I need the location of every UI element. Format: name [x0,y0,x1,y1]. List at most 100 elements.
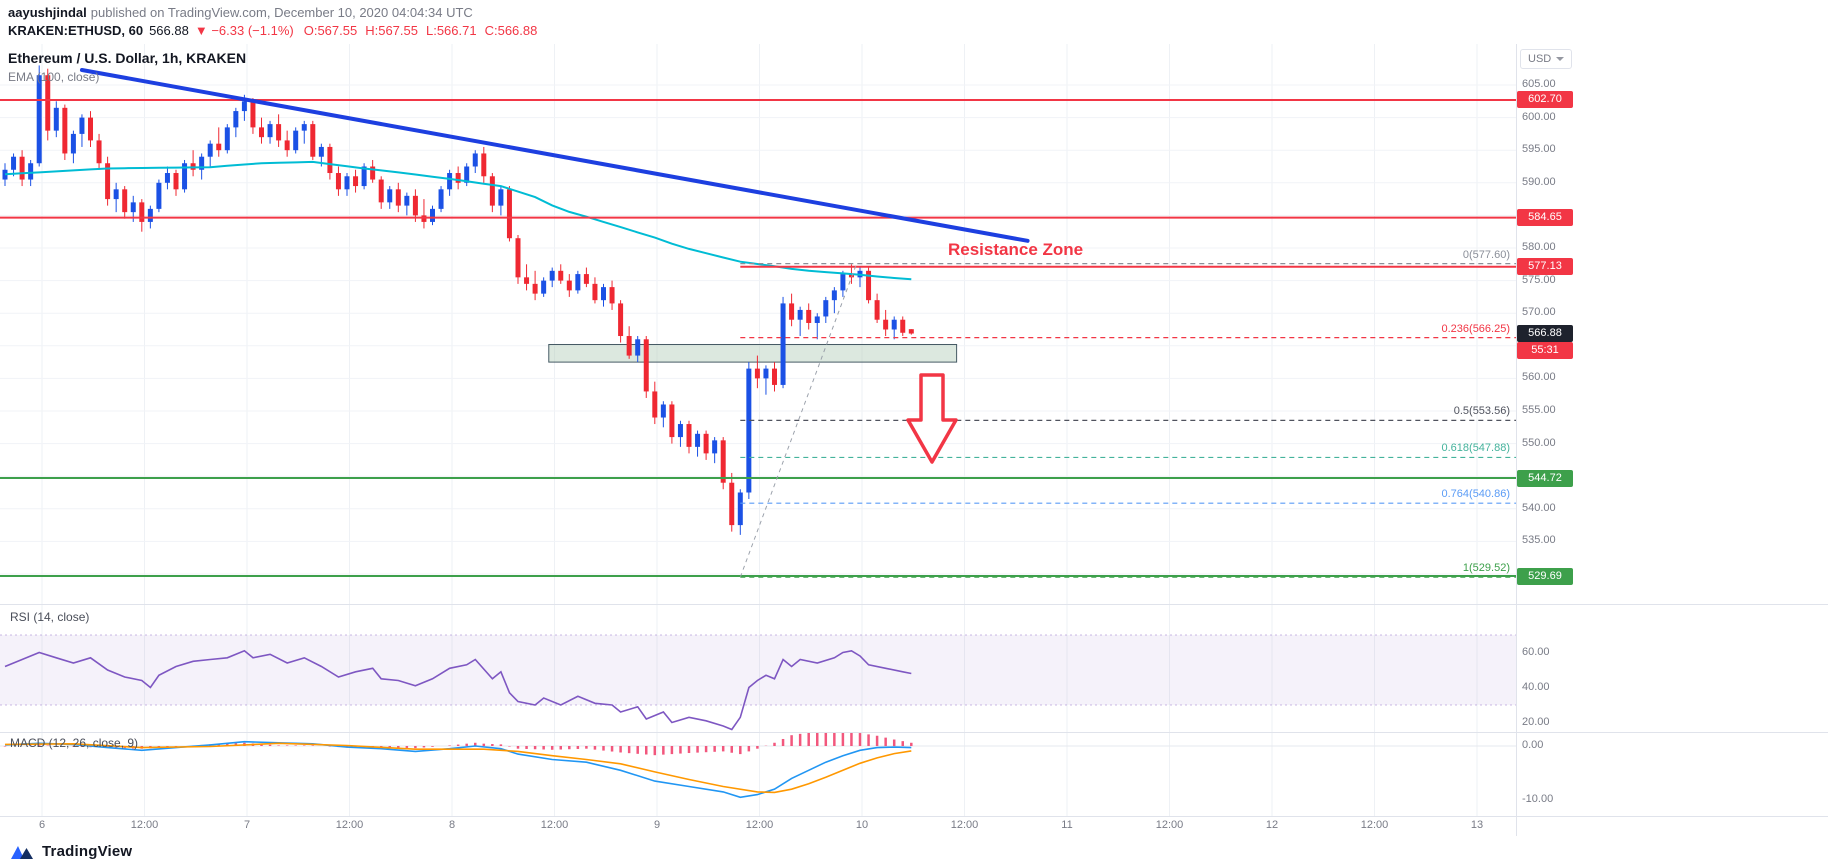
rsi-tick-label: 40.00 [1522,680,1550,693]
price-axis-badge: 577.13 [1517,258,1573,276]
candle-body [79,117,85,134]
time-tick-label: 7 [243,819,251,831]
rsi-band [0,635,1516,705]
candle-body [635,339,641,356]
candle-body [806,309,812,323]
candle-body [532,283,538,294]
candle-body [276,124,282,141]
publish-header: aayushjindal published on TradingView.com… [0,0,1828,44]
candle-body [344,176,350,190]
candle-body [558,270,564,281]
candle-body [207,143,213,157]
candle-body [216,143,222,151]
price-tick-label: 555.00 [1522,404,1556,416]
candle-body [524,277,530,284]
candle-body [387,189,393,203]
candle-body [62,107,68,154]
candle-body [370,166,376,180]
currency-label: USD [1528,53,1552,65]
down-arrow-icon[interactable] [906,373,958,464]
fib-level-label: 0.5(553.56) [1453,405,1510,418]
support-zone-box[interactable] [548,343,958,363]
candle-body [335,173,341,190]
rsi-indicator-label: RSI (14, close) [10,610,90,624]
candle-body [874,300,880,320]
candle-body [139,202,145,222]
candle-body [199,156,205,170]
rsi-tick-label: 60.00 [1522,645,1550,658]
currency-selector[interactable]: USD [1520,49,1573,69]
price-axis-badge: 584.65 [1517,209,1573,227]
price-tick-label: 595.00 [1522,143,1556,156]
candle-body [669,404,675,438]
plot-svg[interactable] [0,44,1516,816]
price-axis-separator [1516,44,1517,836]
price-tick-label: 535.00 [1522,534,1556,547]
candle-body [267,124,273,138]
chart-area[interactable]: Ethereum / U.S. Dollar, 1h, KRAKEN EMA (… [0,44,1516,816]
time-axis[interactable]: 6 12:00 7 12:00 8 12:00 9 12:00 10 12:00 11 12:00 12… [0,816,1516,836]
ohlc-high: H:567.55 [365,23,418,38]
candle-body [70,133,76,154]
published-info: published on TradingView.com, December 1… [90,5,473,20]
price-axis-badge: 566.88 [1517,325,1573,343]
candle-body [156,182,162,209]
downtrend-line[interactable] [79,68,1030,243]
symbol-info-line: KRAKEN:ETHUSD, 60 566.88 ▼ −6.33 (−1.1%) O:… [8,23,545,38]
candle-body [626,336,632,356]
candle-body [182,163,188,190]
fib-level-label: 1(529.52) [1462,562,1510,575]
candle-body [318,146,324,157]
ema-line [4,160,912,281]
fib-level-label: 0.764(540.86) [1441,488,1511,501]
tradingview-logo[interactable]: TradingView [10,841,132,861]
candle-body [481,153,487,177]
publish-info-line: aayushjindal published on TradingView.com… [8,5,473,20]
candle-body [105,163,111,200]
candle-body [737,492,743,526]
candle-body [173,173,179,190]
ohlc-open: O:567.55 [303,23,358,38]
time-tick-label: 12:00 [745,819,774,831]
last-price: 566.88 [149,23,189,38]
candle-body [695,433,701,447]
candle-body [45,75,51,131]
candle-body [241,101,247,112]
candle-body [900,319,906,333]
candle-body [746,368,752,493]
fib-level-label: 0.618(547.88) [1441,442,1511,455]
macd-pane-separator [0,732,1828,733]
candle-body [53,107,59,131]
candle-body [412,195,418,216]
candle-body [361,166,367,187]
candle-body [11,156,17,170]
candle-body [618,303,624,337]
price-tick-label: 540.00 [1522,501,1556,514]
tradingview-logo-icon [11,846,33,859]
candle-body [293,130,299,151]
time-axis-separator [0,816,1828,817]
candle-body [430,208,435,222]
price-change: ▼ −6.33 (−1.1%) [194,23,294,38]
author-name: aayushjindal [8,5,87,20]
time-tick-label: 9 [653,819,661,831]
candle-body [866,270,872,301]
macd-tick-label: 0.00 [1522,739,1544,751]
candle-body [575,274,581,291]
candle-body [720,440,726,483]
candle-body [763,368,769,379]
candle-body [284,140,290,151]
candle-body [609,287,615,304]
candle-body [472,153,478,167]
candle-body [259,127,264,138]
candle-body [250,101,256,128]
price-axis[interactable]: USD 605.00600.00595.00590.00585.00580.00… [1516,44,1828,836]
candle-body [703,433,709,454]
chevron-down-icon [1556,57,1565,61]
time-tick-label: 12:00 [130,819,159,831]
time-tick-label: 12:00 [1155,819,1184,831]
candle-body [883,319,889,330]
candle-body [464,166,470,183]
price-axis-badge: 55:31 [1517,341,1573,359]
price-tick-label: 560.00 [1522,371,1556,384]
